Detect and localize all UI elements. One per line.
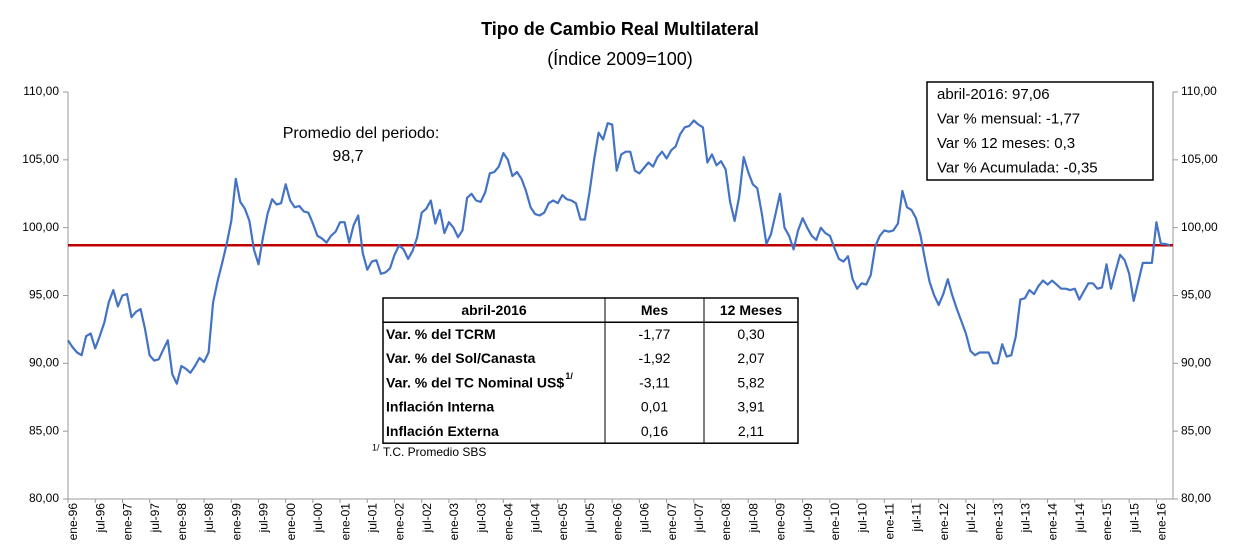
y2-tick-label: 110,00 bbox=[1181, 84, 1217, 98]
x-tick-label: jul-02 bbox=[420, 503, 434, 534]
x-tick-label: ene-08 bbox=[719, 503, 733, 541]
x-tick-label: ene-06 bbox=[610, 503, 624, 541]
x-tick-label: jul-05 bbox=[583, 503, 597, 534]
table-cell: -1,77 bbox=[639, 326, 671, 342]
table-cell: -3,11 bbox=[639, 374, 670, 390]
y2-tick-label: 80,00 bbox=[1181, 491, 1211, 505]
table-cell: 3,91 bbox=[737, 399, 764, 415]
table-row-label: Inflación Externa bbox=[386, 423, 499, 439]
x-tick-label: ene-03 bbox=[447, 503, 461, 541]
data-line bbox=[67, 119, 1171, 385]
info-line: abril-2016: 97,06 bbox=[937, 86, 1050, 103]
y-tick-label: 80,00 bbox=[29, 491, 59, 505]
y-tick-label: 90,00 bbox=[29, 356, 59, 370]
x-tick-label: ene-01 bbox=[338, 503, 352, 541]
info-line: Var % Acumulada: -0,35 bbox=[937, 159, 1098, 176]
table-row-label: Var. % del TC Nominal US$ bbox=[386, 374, 564, 390]
x-tick-label: ene-04 bbox=[502, 503, 516, 541]
footnote-ref: 1/ bbox=[565, 371, 573, 381]
x-tick-label: jul-04 bbox=[529, 503, 543, 534]
x-tick-label: ene-15 bbox=[1100, 503, 1114, 541]
y2-tick-label: 100,00 bbox=[1181, 220, 1218, 234]
y-tick-label: 85,00 bbox=[29, 423, 59, 437]
table-cell: -1,92 bbox=[639, 350, 671, 366]
x-tick-label: jul-08 bbox=[746, 503, 760, 534]
x-tick-label: jul-06 bbox=[638, 503, 652, 534]
y-tick-label: 105,00 bbox=[22, 152, 59, 166]
x-tick-label: jul-99 bbox=[257, 503, 271, 534]
x-tick-label: jul-13 bbox=[1019, 503, 1033, 534]
mean-label: 98,7 bbox=[332, 148, 363, 165]
y-tick-label: 100,00 bbox=[22, 220, 59, 234]
info-line: Var % mensual: -1,77 bbox=[937, 110, 1080, 127]
x-tick-label: ene-05 bbox=[556, 503, 570, 541]
table-cell: 5,82 bbox=[737, 374, 764, 390]
table-row-label: Var. % del Sol/Canasta bbox=[386, 350, 536, 366]
x-tick-label: ene-14 bbox=[1046, 503, 1060, 541]
x-tick-label: ene-99 bbox=[229, 503, 243, 541]
chart-title: Tipo de Cambio Real Multilateral bbox=[481, 19, 759, 39]
x-tick-label: ene-13 bbox=[991, 503, 1005, 541]
y-tick-label: 110,00 bbox=[23, 84, 59, 98]
table-header: 12 Meses bbox=[720, 302, 782, 318]
table-row-label: Inflación Interna bbox=[386, 399, 494, 415]
table-cell: 0,16 bbox=[641, 423, 668, 439]
y-tick-label: 95,00 bbox=[29, 288, 59, 302]
x-tick-label: ene-07 bbox=[665, 503, 679, 541]
y2-tick-label: 85,00 bbox=[1181, 423, 1211, 437]
x-tick-label: jul-98 bbox=[202, 503, 216, 534]
chart-subtitle: (Índice 2009=100) bbox=[547, 49, 693, 69]
y2-tick-label: 105,00 bbox=[1181, 152, 1218, 166]
mean-title: Promedio del periodo: bbox=[283, 125, 440, 142]
footnote-mark: 1/ bbox=[372, 442, 380, 452]
y2-tick-label: 95,00 bbox=[1181, 288, 1211, 302]
x-tick-label: jul-03 bbox=[474, 503, 488, 534]
x-tick-label: ene-12 bbox=[937, 503, 951, 541]
x-tick-label: jul-97 bbox=[148, 503, 162, 534]
x-tick-label: ene-10 bbox=[828, 503, 842, 541]
x-tick-label: ene-97 bbox=[121, 503, 135, 541]
table-header: Mes bbox=[641, 302, 668, 318]
x-tick-label: jul-96 bbox=[93, 503, 107, 534]
x-tick-label: ene-96 bbox=[66, 503, 80, 541]
x-tick-label: ene-02 bbox=[393, 503, 407, 541]
x-tick-label: jul-00 bbox=[311, 503, 325, 534]
table-row-label: Var. % del TCRM bbox=[386, 326, 496, 342]
table-cell: 2,07 bbox=[737, 350, 764, 366]
x-tick-label: jul-07 bbox=[692, 503, 706, 534]
table-header: abril-2016 bbox=[461, 302, 527, 318]
table-cell: 0,30 bbox=[737, 326, 764, 342]
table-box bbox=[382, 297, 799, 444]
x-tick-label: jul-12 bbox=[964, 503, 978, 534]
x-tick-label: jul-01 bbox=[365, 503, 379, 534]
x-tick-label: jul-15 bbox=[1127, 503, 1141, 534]
info-box bbox=[926, 81, 1154, 181]
x-tick-label: ene-11 bbox=[882, 503, 896, 540]
x-tick-label: jul-14 bbox=[1073, 503, 1087, 534]
x-tick-label: jul-11 bbox=[910, 503, 924, 533]
x-tick-label: ene-00 bbox=[284, 503, 298, 541]
table-cell: 2,11 bbox=[738, 423, 764, 439]
footnote: T.C. Promedio SBS bbox=[383, 445, 486, 459]
y2-tick-label: 90,00 bbox=[1181, 356, 1211, 370]
x-tick-label: ene-98 bbox=[175, 503, 189, 541]
x-tick-label: ene-09 bbox=[774, 503, 788, 541]
x-tick-label: jul-10 bbox=[855, 503, 869, 534]
x-tick-label: ene-16 bbox=[1155, 503, 1169, 541]
table-cell: 0,01 bbox=[641, 399, 668, 415]
x-tick-label: jul-09 bbox=[801, 503, 815, 534]
info-line: Var % 12 meses: 0,3 bbox=[937, 135, 1075, 152]
